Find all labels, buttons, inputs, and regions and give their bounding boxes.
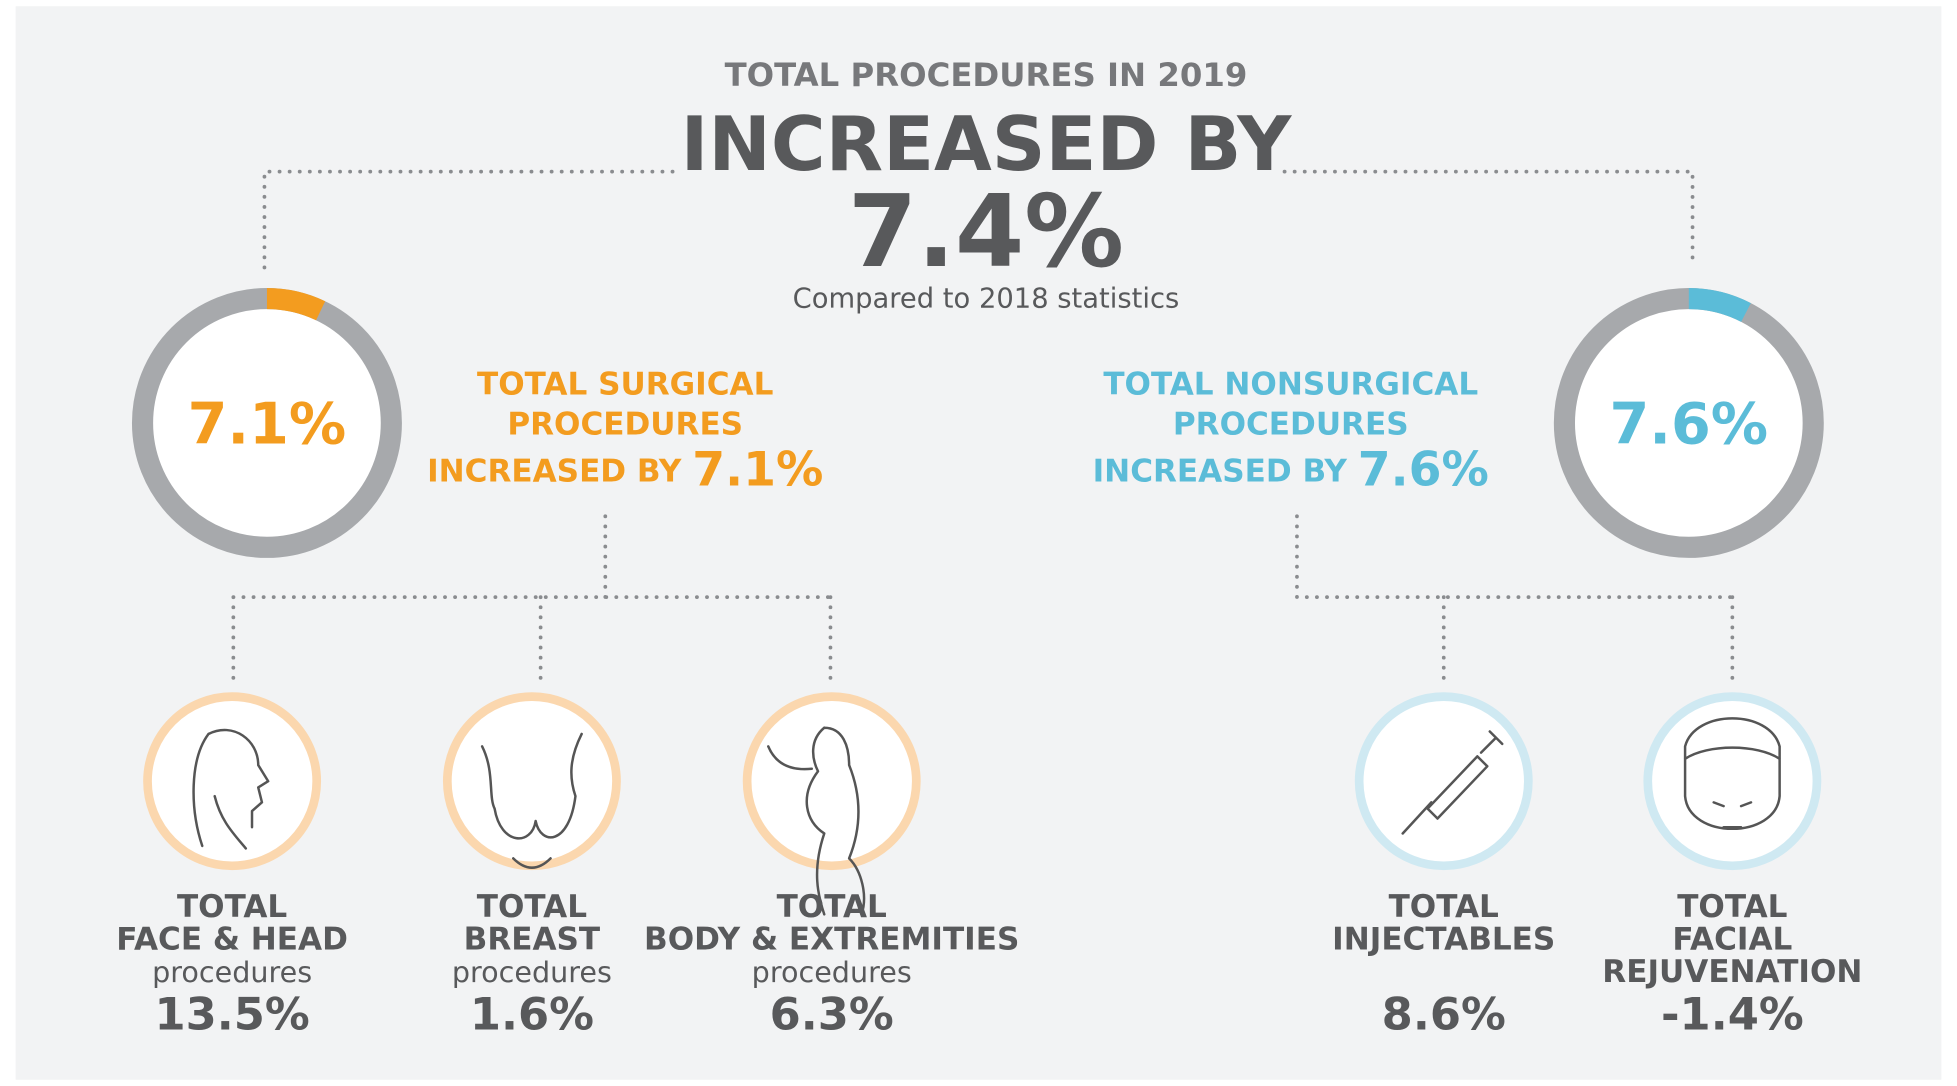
donut-label: 7.6%: [1609, 392, 1768, 458]
connector: [1295, 514, 1735, 680]
heading-value: 7.1%: [692, 443, 823, 498]
connector: [231, 514, 833, 680]
category-line: BREAST: [464, 921, 601, 957]
icon: [192, 728, 270, 850]
icon-ring: [1354, 692, 1533, 871]
category-line: FACE & HEAD: [116, 921, 348, 957]
heading-line: INCREASED BY: [427, 454, 692, 490]
category-value: 13.5%: [154, 988, 309, 1041]
category-value: -1.4%: [1661, 988, 1804, 1041]
category-line: TOTAL: [1677, 889, 1787, 925]
connector: [1282, 169, 1695, 270]
category-sub: procedures: [452, 955, 612, 989]
icon-ring: [742, 692, 921, 871]
donut-track: [131, 287, 402, 558]
icon: [1683, 717, 1781, 831]
kicker: TOTAL PROCEDURES IN 2019: [725, 56, 1248, 94]
connectors: [231, 169, 1735, 680]
heading-line: TOTAL NONSURGICAL: [1103, 367, 1478, 403]
category-line: TOTAL: [1389, 889, 1499, 925]
donut-arc: [266, 287, 326, 321]
icon-ring: [143, 692, 322, 871]
connector: [262, 169, 677, 270]
category-value: 1.6%: [470, 988, 594, 1041]
icon-ring: [1643, 692, 1822, 871]
icon: [767, 726, 866, 916]
heading-line: INCREASED BY: [1093, 454, 1358, 490]
category-value: 6.3%: [770, 988, 894, 1041]
heading-line: TOTAL SURGICAL: [477, 367, 773, 403]
category-line: TOTAL: [177, 889, 287, 925]
icon: [480, 732, 583, 869]
category-line: INJECTABLES: [1332, 921, 1555, 957]
heading-value: 7.6%: [1358, 443, 1489, 498]
category-line: TOTAL: [777, 889, 887, 925]
category-sub: procedures: [752, 955, 912, 989]
headline-value: 7.4%: [848, 175, 1124, 290]
donut-label: 7.1%: [188, 392, 347, 458]
category-sub: procedures: [152, 955, 312, 989]
icon-ring: [442, 692, 621, 871]
category-line: BODY & EXTREMITIES: [644, 921, 1019, 957]
panel: [15, 6, 1942, 1080]
heading-line: INCREASED BY 7.1%: [427, 443, 823, 498]
category-value: 8.6%: [1382, 988, 1506, 1041]
heading-line: INCREASED BY 7.6%: [1093, 443, 1489, 498]
category-line: FACIAL: [1672, 921, 1792, 957]
category-line: REJUVENATION: [1602, 954, 1862, 990]
heading-line: PROCEDURES: [1173, 406, 1409, 442]
heading-line: PROCEDURES: [507, 406, 743, 442]
icon: [1401, 730, 1504, 835]
note: Compared to 2018 statistics: [793, 283, 1180, 314]
category-line: TOTAL: [477, 889, 587, 925]
headline: INCREASED BY: [681, 101, 1293, 188]
donut-arc: [1688, 287, 1751, 322]
